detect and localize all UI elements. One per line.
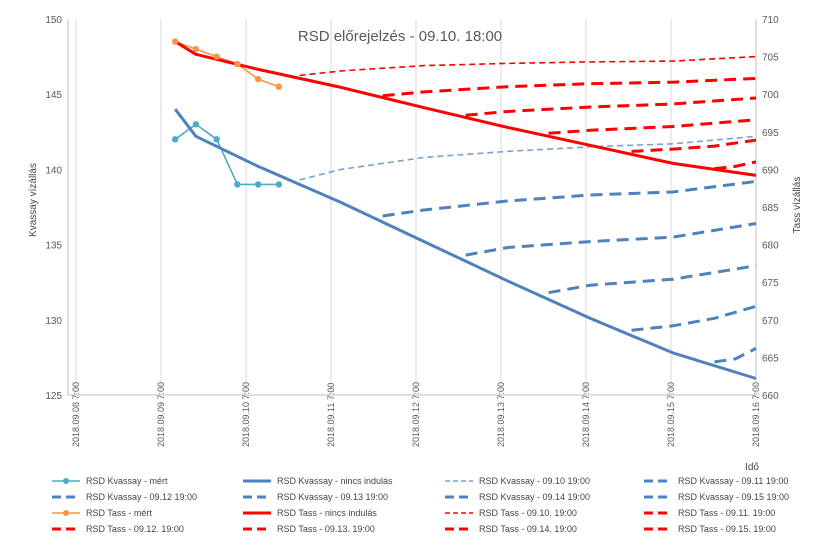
y-tick-label-right: 675	[762, 278, 779, 289]
x-tick-label: 2018.09.10 7:00	[241, 382, 251, 447]
legend-label: RSD Kvassay - nincs indulás	[277, 476, 393, 486]
legend: RSD Kvassay - mért RSD Kvassay - nincs in…	[52, 476, 789, 534]
legend-marker	[63, 510, 69, 516]
x-tick-label: 2018.09.13 7:00	[496, 382, 506, 447]
y-tick-label-left: 150	[45, 15, 62, 26]
y-tick-label-left: 140	[45, 165, 62, 176]
series-markers	[171, 38, 283, 188]
y-tick-label-right: 695	[762, 128, 779, 139]
legend-label: RSD Kvassay - 09.13 19:00	[277, 492, 388, 502]
x-tick-label: 2018.09.09 7:00	[156, 382, 166, 447]
y-tick-label-right: 665	[762, 353, 779, 364]
data-point	[254, 75, 262, 83]
legend-label: RSD Tass - 09.12. 19:00	[86, 524, 184, 534]
legend-label: RSD Kvassay - 09.10 19:00	[479, 476, 590, 486]
y-tick-label-left: 125	[45, 391, 62, 402]
series-line	[465, 222, 757, 257]
series-line	[714, 160, 757, 171]
y-tick-label-right: 670	[762, 316, 779, 327]
data-point	[192, 121, 200, 128]
x-tick-label: 2018.09.11 7:00	[326, 383, 336, 447]
data-point	[192, 45, 200, 53]
x-tick-label: 2018.09.14 7:00	[581, 382, 591, 447]
series-line	[631, 138, 757, 153]
legend-label: RSD Tass - 09.11. 19:00	[678, 508, 775, 518]
y-tick-label-left: 145	[45, 90, 62, 101]
legend-label: RSD Tass - 09.10. 19:00	[479, 508, 577, 518]
series-line	[465, 96, 757, 117]
y-tick-label-right: 685	[762, 203, 779, 214]
legend-label: RSD Kvassay - 09.11 19:00	[678, 476, 788, 486]
y-axis-title-left: Kvassay vízállás	[28, 163, 39, 237]
series-line	[382, 179, 757, 218]
series-line	[174, 123, 279, 186]
y-tick-label-right: 705	[762, 53, 779, 64]
legend-label: RSD Tass - mért	[86, 508, 152, 518]
legend-label: RSD Kvassay - 09.14 19:00	[479, 492, 590, 502]
series-line	[631, 304, 757, 332]
data-point	[234, 181, 241, 188]
x-tick-label: 2018.09.15 7:00	[666, 382, 676, 447]
data-point	[213, 53, 220, 60]
data-point	[171, 38, 179, 45]
series-line	[382, 76, 757, 98]
y-tick-label-right: 690	[762, 165, 779, 176]
x-tick-label: 2018.09.08 7:00	[71, 382, 81, 447]
data-point	[275, 181, 283, 188]
series-line	[548, 264, 757, 295]
legend-label: RSD Tass - nincs indulás	[277, 508, 377, 518]
data-point	[213, 136, 220, 143]
data-point	[234, 60, 241, 68]
legend-label: RSD Kvassay - mért	[86, 476, 168, 486]
y-tick-label-left: 135	[45, 241, 62, 252]
legend-label: RSD Tass - 09.13. 19:00	[277, 524, 375, 534]
legend-label: RSD Tass - 09.15. 19:00	[678, 524, 776, 534]
series-line	[299, 135, 757, 181]
y-tick-label-right: 660	[762, 391, 779, 402]
series-line	[299, 55, 757, 77]
legend-marker	[63, 478, 69, 484]
data-point	[275, 83, 283, 90]
data-point	[254, 181, 262, 188]
axes: 2018.09.08 7:00 2018.09.09 7:00 2018.09.10…	[45, 15, 779, 447]
x-tick-label: 2018.09.16 7:00	[751, 382, 761, 447]
legend-label: RSD Kvassay - 09.15 19:00	[678, 492, 789, 502]
y-tick-label-left: 130	[45, 316, 62, 327]
series-line	[174, 108, 757, 380]
y-tick-label-right: 680	[762, 241, 779, 252]
y-tick-label-right: 700	[762, 90, 779, 101]
y-tick-label-right: 710	[762, 15, 779, 26]
y-axis-title-right: Tass vízállás	[792, 177, 803, 234]
series-line	[548, 118, 757, 135]
series-lines	[174, 40, 757, 380]
chart-title: RSD előrejelzés - 09.10. 18:00	[298, 28, 502, 45]
data-point	[171, 136, 179, 143]
x-axis-title: Idő	[745, 462, 759, 473]
series-line	[714, 347, 757, 364]
legend-label: RSD Tass - 09.14. 19:00	[479, 524, 577, 534]
x-tick-label: 2018.09.12 7:00	[411, 382, 421, 447]
legend-label: RSD Kvassay - 09.12 19:00	[86, 492, 197, 502]
